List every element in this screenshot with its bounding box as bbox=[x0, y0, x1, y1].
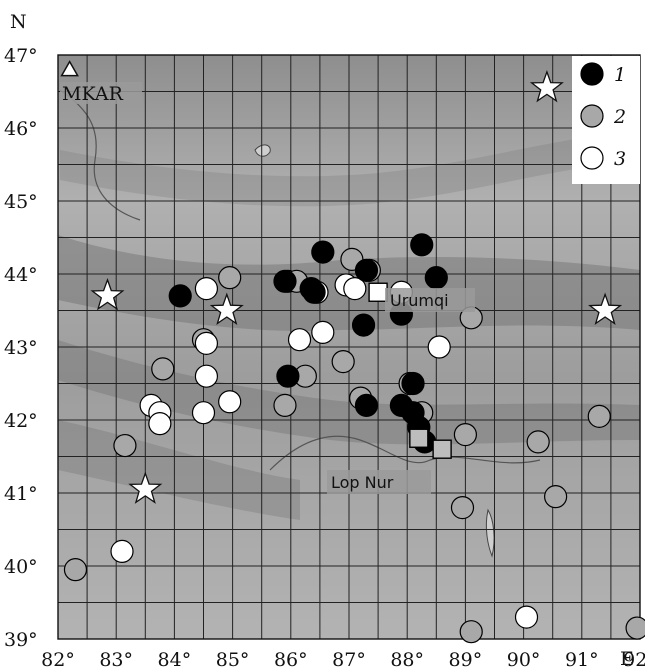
event-type-1-marker bbox=[410, 233, 434, 257]
event-type-3-marker bbox=[194, 331, 219, 355]
graticule bbox=[58, 55, 640, 639]
lat-tick-label: 45° bbox=[4, 191, 38, 213]
event-type-2-marker bbox=[625, 616, 645, 640]
axis-ticks: 82° 83° 84° 85° 86° 87° 88° 89° 90° 91° 92° 47° 46° 4… bbox=[4, 45, 645, 670]
lat-tick-label: 41° bbox=[4, 483, 38, 505]
legend-2-label: 2 bbox=[613, 106, 626, 128]
event-type-2-marker bbox=[450, 496, 475, 520]
star-marker-icon bbox=[90, 277, 125, 311]
lat-tick-label: 47° bbox=[4, 45, 38, 67]
event-type-3-marker bbox=[194, 277, 219, 301]
legend: 1 2 3 bbox=[572, 56, 640, 184]
urumqi-label-background bbox=[385, 288, 475, 312]
lon-tick-label: 87° bbox=[332, 649, 366, 670]
event-type-2-marker bbox=[453, 423, 477, 447]
legend-3-label: 3 bbox=[614, 148, 626, 170]
event-type-3-marker bbox=[311, 320, 335, 344]
event-type-2-marker bbox=[63, 558, 88, 582]
event-type-3-marker bbox=[427, 335, 451, 359]
lon-tick-label: 92° bbox=[623, 649, 645, 670]
lopnur-label-background bbox=[327, 470, 431, 494]
lon-tick-label: 83° bbox=[99, 649, 133, 670]
lon-tick-label: 88° bbox=[390, 649, 424, 670]
star-marker-icon bbox=[588, 292, 623, 325]
event-type-3-marker bbox=[514, 605, 539, 629]
river-line bbox=[269, 435, 541, 471]
square-marker bbox=[368, 282, 388, 302]
station-triangle-icon bbox=[60, 60, 79, 77]
event-type-2-marker bbox=[113, 433, 137, 458]
lake-lop-outline bbox=[485, 508, 495, 558]
event-type-1-marker bbox=[168, 284, 192, 308]
event-type-2-marker bbox=[526, 430, 550, 454]
lat-tick-label: 39° bbox=[4, 629, 38, 651]
event-type-1-marker bbox=[311, 240, 335, 264]
legend-1-symbol bbox=[580, 62, 604, 86]
legend-3-symbol bbox=[580, 146, 604, 170]
event-type-1-marker bbox=[273, 269, 297, 293]
northern-ridge bbox=[60, 130, 640, 207]
event-type-3-marker bbox=[343, 277, 367, 301]
lat-tick-label: 42° bbox=[4, 410, 38, 432]
urumqi-label: Urumqi bbox=[390, 291, 449, 310]
north-label: N bbox=[10, 11, 27, 33]
station-label-background bbox=[60, 82, 142, 104]
lon-tick-label: 91° bbox=[565, 649, 599, 670]
event-type-3-marker bbox=[148, 412, 172, 436]
event-type-1-marker bbox=[302, 280, 326, 304]
event-type-2-marker bbox=[544, 485, 568, 509]
map-frame bbox=[57, 54, 641, 640]
lon-tick-label: 84° bbox=[158, 649, 192, 670]
star-marker-icon bbox=[209, 292, 244, 325]
event-type-3-marker bbox=[191, 401, 216, 425]
lon-tick-label: 82° bbox=[41, 649, 75, 670]
lat-tick-label: 44° bbox=[4, 264, 38, 286]
star-marker-icon bbox=[128, 471, 163, 504]
lop-nur-label: Lop Nur bbox=[331, 473, 394, 492]
lat-tick-label: 43° bbox=[4, 337, 38, 359]
event-type-3-marker bbox=[194, 364, 219, 388]
event-type-1-marker bbox=[351, 313, 376, 337]
lat-tick-label: 46° bbox=[4, 118, 38, 140]
lat-tick-label: 40° bbox=[4, 556, 38, 578]
map-area bbox=[57, 54, 641, 640]
event-type-2-marker bbox=[218, 266, 242, 290]
lon-tick-label: 86° bbox=[274, 649, 308, 670]
event-type-3-marker bbox=[110, 539, 134, 564]
lon-tick-label: 89° bbox=[449, 649, 483, 670]
event-type-1-marker bbox=[424, 266, 448, 290]
event-type-2-marker bbox=[587, 404, 611, 428]
square-marker bbox=[409, 428, 429, 448]
event-type-2-marker bbox=[459, 620, 483, 644]
event-type-3-marker bbox=[287, 328, 312, 352]
event-type-1-marker bbox=[401, 371, 425, 396]
event-type-2-marker bbox=[273, 393, 297, 417]
east-label: E bbox=[620, 648, 634, 670]
station-label: MKAR bbox=[62, 83, 124, 105]
star-marker-icon bbox=[529, 69, 564, 103]
legend-1-label: 1 bbox=[614, 64, 626, 86]
station-marker: MKAR bbox=[60, 60, 142, 105]
event-type-1-marker bbox=[354, 393, 379, 417]
event-type-3-marker bbox=[218, 390, 242, 414]
event-type-2-marker bbox=[151, 357, 175, 381]
event-type-2-marker bbox=[331, 350, 355, 374]
event-type-1-marker bbox=[276, 364, 300, 388]
legend-2-symbol bbox=[580, 104, 604, 128]
square-marker bbox=[432, 439, 452, 459]
lon-tick-label: 90° bbox=[507, 649, 541, 670]
event-type-1-marker bbox=[354, 258, 379, 282]
event-markers bbox=[63, 69, 645, 644]
lon-tick-label: 85° bbox=[216, 649, 250, 670]
